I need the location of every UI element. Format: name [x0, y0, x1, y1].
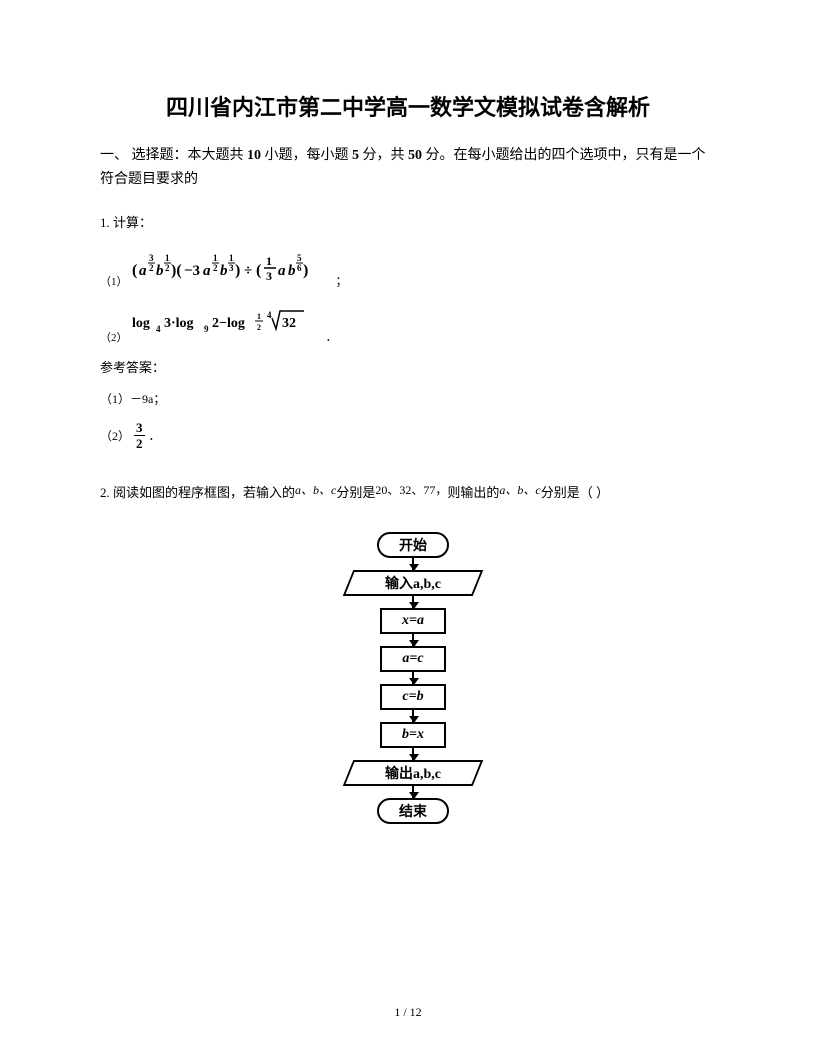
- q2-text: 2. 阅读如图的程序框图，若输入的a、b、c分别是20、32、77，则输出的a、…: [100, 480, 716, 506]
- svg-text:−3: −3: [184, 263, 200, 279]
- svg-text:b: b: [288, 263, 296, 279]
- intro-total: 50: [408, 148, 422, 163]
- page-title: 四川省内江市第二中学高一数学文模拟试卷含解析: [100, 90, 716, 122]
- fc-assign1-label: x=a: [402, 613, 424, 629]
- section-intro: 一、 选择题：本大题共 10 小题，每小题 5 分，共 50 分。在每小题给出的…: [100, 144, 716, 192]
- q1-ans2-frac: 3 2: [134, 421, 145, 450]
- q2-nums: 20、32、77，: [375, 483, 447, 497]
- svg-text:log: log: [132, 316, 150, 331]
- svg-text:2: 2: [149, 263, 154, 273]
- fc-assign2-label: a=c: [402, 651, 423, 667]
- svg-text:a: a: [139, 263, 147, 279]
- q2-vars2: a、b、c: [499, 483, 540, 497]
- svg-text:2: 2: [165, 263, 170, 273]
- svg-text:9: 9: [204, 324, 209, 334]
- fc-output-label: 输出a,b,c: [385, 763, 441, 783]
- fc-start: 开始: [377, 532, 449, 558]
- svg-text:1: 1: [257, 312, 261, 321]
- svg-text:a: a: [203, 263, 211, 279]
- fc-output: 输出a,b,c: [343, 760, 484, 786]
- intro-mid2: 分，共: [359, 148, 408, 163]
- flowchart: 开始 输入a,b,c x=a a=c c=b b=x 输出a,b,c 结束: [110, 532, 716, 824]
- intro-prefix: 一、 选择题：本大题共: [100, 148, 247, 163]
- fc-assign4-label: b=x: [402, 727, 424, 743]
- frac-bot: 2: [134, 435, 145, 450]
- fc-end-label: 结束: [399, 801, 427, 821]
- fc-arrow: [412, 596, 414, 608]
- svg-text:a: a: [278, 263, 286, 279]
- svg-text:2: 2: [213, 263, 218, 273]
- fc-arrow: [412, 672, 414, 684]
- svg-text:1: 1: [165, 253, 170, 263]
- q1-label: 1. 计算：: [100, 212, 716, 231]
- svg-text:): ): [303, 262, 308, 279]
- fc-arrow: [412, 558, 414, 570]
- q1-sub2-tail: ．: [326, 328, 338, 345]
- svg-text:(: (: [132, 262, 137, 279]
- svg-text:3: 3: [149, 253, 154, 263]
- q2-prefix: 2. 阅读如图的程序框图，若输入的: [100, 485, 295, 500]
- fc-assign2: a=c: [380, 646, 446, 672]
- svg-text:1: 1: [213, 253, 218, 263]
- svg-text:4: 4: [267, 310, 272, 320]
- q1-sub1-num: （1）: [100, 273, 128, 289]
- q1-sub1-expr: ( a 32 b 12 )( −3 a 12 b 13 ) ÷ ( 13 a b…: [132, 245, 332, 289]
- svg-text:1: 1: [266, 254, 272, 268]
- intro-count: 10: [247, 148, 261, 163]
- svg-text:6: 6: [297, 263, 302, 273]
- fc-start-label: 开始: [399, 535, 427, 555]
- fc-arrow: [412, 634, 414, 646]
- svg-text:1: 1: [229, 253, 234, 263]
- q1-sub1: （1） ( a 32 b 12 )( −3 a 12 b 13 ) ÷ ( 13…: [100, 245, 716, 289]
- q1-ans1-text: （1）－9a；: [100, 392, 165, 406]
- fc-input: 输入a,b,c: [343, 570, 484, 596]
- q1-ans1: （1）－9a；: [100, 390, 716, 407]
- q1-ans2-tail: ．: [149, 427, 161, 444]
- svg-text:b: b: [220, 263, 228, 279]
- fc-arrow: [412, 748, 414, 760]
- q1-sub2: （2） log 4 3·log 9 2−log 1 2 4 32 ．: [100, 301, 716, 345]
- fc-assign4: b=x: [380, 722, 446, 748]
- svg-text:)(: )(: [171, 262, 182, 279]
- fc-assign1: x=a: [380, 608, 446, 634]
- svg-text:): ): [235, 262, 240, 279]
- fc-input-label: 输入a,b,c: [385, 573, 441, 593]
- answer-label: 参考答案：: [100, 357, 716, 376]
- svg-text:3: 3: [229, 263, 234, 273]
- q1-ans2-num: （2）: [100, 427, 130, 444]
- svg-text:(: (: [256, 262, 261, 279]
- q1-sub1-tail: ；: [336, 272, 348, 289]
- q1-sub2-num: （2）: [100, 329, 128, 345]
- q1-sub2-expr: log 4 3·log 9 2−log 1 2 4 32: [132, 301, 322, 345]
- svg-text:32: 32: [282, 316, 296, 331]
- q1-ans2: （2） 3 2 ．: [100, 421, 716, 450]
- svg-text:b: b: [156, 263, 164, 279]
- svg-text:5: 5: [297, 253, 302, 263]
- svg-text:2−log: 2−log: [212, 316, 245, 331]
- q2-vars1: a、b、c: [295, 483, 336, 497]
- fc-end: 结束: [377, 798, 449, 824]
- q2-suffix: 分别是（ ）: [541, 485, 609, 500]
- q2-mid2: 则输出的: [447, 485, 499, 500]
- fc-assign3-label: c=b: [402, 689, 423, 705]
- frac-top: 3: [134, 421, 145, 435]
- svg-text:4: 4: [156, 324, 161, 334]
- fc-arrow: [412, 786, 414, 798]
- svg-text:3: 3: [266, 269, 272, 283]
- svg-text:÷: ÷: [244, 263, 252, 279]
- page-footer: 1 / 12: [0, 1005, 816, 1020]
- intro-mid1: 小题，每小题: [261, 148, 352, 163]
- svg-text:3·log: 3·log: [164, 316, 194, 331]
- intro-pts: 5: [352, 148, 359, 163]
- q2-mid1: 分别是: [336, 485, 375, 500]
- fc-assign3: c=b: [380, 684, 446, 710]
- fc-arrow: [412, 710, 414, 722]
- svg-text:2: 2: [257, 323, 261, 332]
